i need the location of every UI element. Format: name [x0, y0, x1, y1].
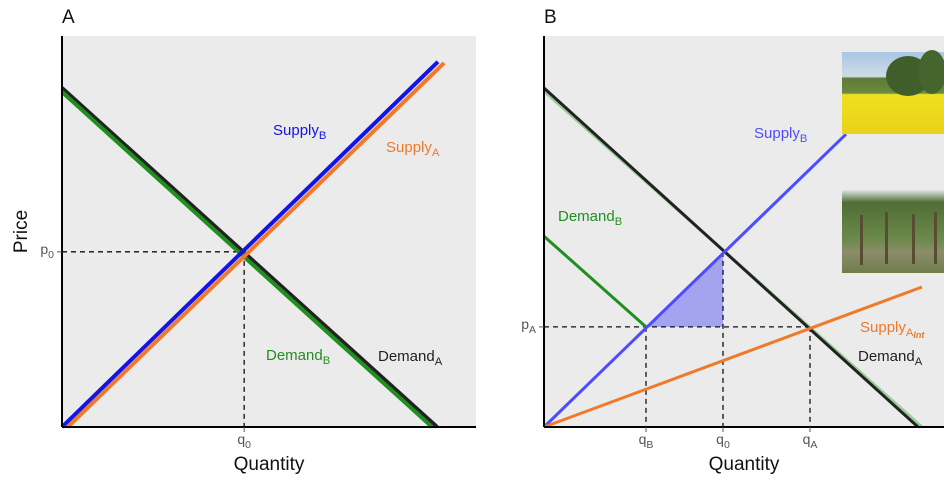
x-tick-label-main: q — [237, 431, 245, 447]
x-tick-label-main: q — [639, 431, 647, 447]
series-label-main: Demand — [266, 347, 323, 364]
plots: DemandADemandBSupplyASupplyBq0p0AQuantit… — [11, 7, 944, 475]
series-label-sub: B — [319, 130, 327, 142]
y-tick-label-sub: 0 — [48, 249, 54, 261]
x-tick-label: q0 — [716, 431, 730, 451]
series-label-main: Supply — [860, 319, 906, 336]
panel-label: B — [544, 7, 557, 28]
x-tick-label: qB — [639, 431, 654, 451]
series-label-main: Supply — [386, 139, 432, 156]
series-label-main: Supply — [754, 125, 800, 142]
x-axis-title: Quantity — [709, 454, 780, 475]
series-label-sub2: Int — [913, 330, 925, 340]
x-tick-label-sub: B — [646, 439, 653, 451]
series-label-sub: B — [615, 216, 623, 228]
x-axis-title: Quantity — [234, 454, 305, 475]
y-axis-title: Price — [11, 210, 32, 253]
y-tick-label: pA — [521, 316, 536, 336]
series-label-main: Demand — [378, 348, 435, 365]
x-tick-label-main: q — [803, 431, 811, 447]
x-tick-label-sub: A — [810, 439, 817, 451]
y-tick-label-main: p — [40, 241, 48, 257]
series-label-sub: A — [432, 147, 440, 159]
series-label-sub: B — [323, 355, 331, 367]
x-tick-label-sub: 0 — [724, 439, 730, 451]
x-tick-label-sub: 0 — [245, 439, 251, 451]
series-label-sub: A — [915, 356, 923, 368]
x-tick-label-main: q — [716, 431, 724, 447]
series-label-sub: B — [800, 133, 808, 145]
x-tick-label: q0 — [237, 431, 251, 451]
chart: DemandADemandBSupplyASupplyBq0p0AQuantit… — [0, 0, 944, 479]
y-tick-label-sub: A — [529, 324, 536, 336]
photo-palm — [842, 190, 944, 273]
series-label-main: Demand — [858, 348, 915, 365]
y-tick-label-main: p — [521, 316, 529, 332]
series-label-main: Demand — [558, 208, 615, 225]
series-label-sub: A — [435, 356, 443, 368]
x-tick-label: qA — [803, 431, 818, 451]
photo-canola — [842, 50, 944, 134]
series-label-main: Supply — [273, 122, 319, 139]
y-tick-label: p0 — [40, 241, 54, 261]
panel-label: A — [62, 7, 75, 28]
